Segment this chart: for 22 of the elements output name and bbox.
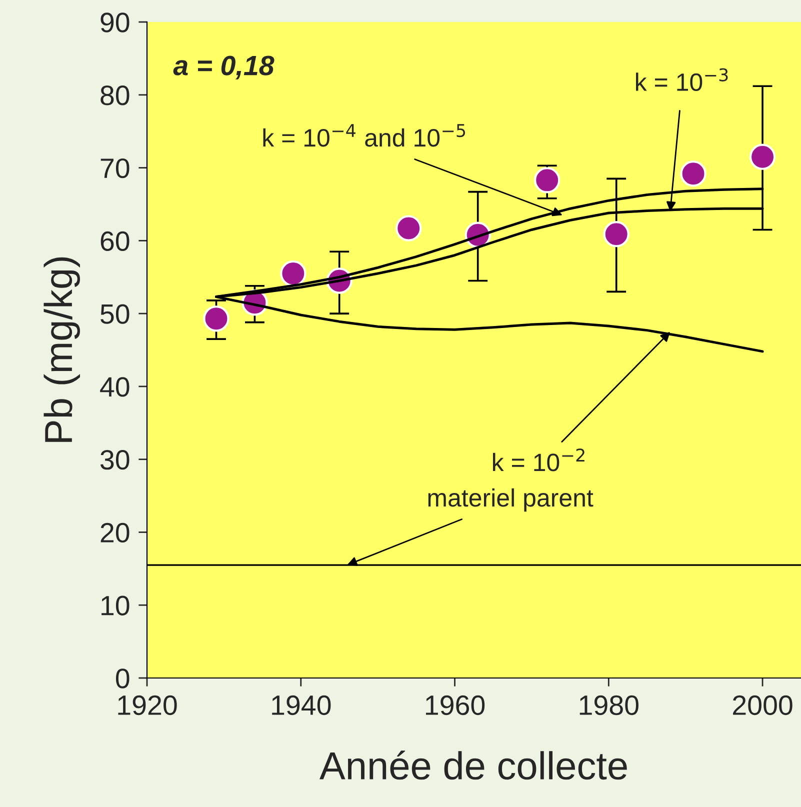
y-axis-title: Pb (mg/kg) bbox=[44, 257, 80, 442]
y-tick-label: 90 bbox=[100, 12, 130, 32]
annotation: k = 10$^{−4}$ and 10$^{−5}$ bbox=[263, 124, 466, 147]
y-tick-label: 10 bbox=[102, 596, 130, 616]
y-tick-label: 70 bbox=[100, 158, 130, 178]
annotation: k = 10$^{−3}$ bbox=[636, 68, 728, 92]
y-tick-label: 40 bbox=[100, 377, 130, 397]
y-tick-label: 80 bbox=[100, 86, 130, 106]
annotation: a = 0,18 bbox=[173, 56, 274, 80]
annotation: materiel parent bbox=[428, 488, 594, 512]
y-tick-label: 0 bbox=[116, 668, 130, 688]
y-tick-label: 30 bbox=[100, 450, 130, 470]
x-tick-label: 2000 bbox=[733, 695, 792, 716]
x-tick-label: 1940 bbox=[272, 695, 331, 716]
annotation: k = 10$^{−2}$ bbox=[493, 448, 584, 472]
x-tick-label: 1980 bbox=[580, 695, 638, 716]
y-tick-label: 60 bbox=[100, 231, 130, 252]
x-tick-label: 1920 bbox=[118, 695, 177, 716]
x-axis-title: Année de collecte bbox=[320, 750, 627, 780]
y-tick-label: 20 bbox=[100, 522, 130, 543]
y-tick-label: 50 bbox=[100, 304, 130, 324]
x-tick-label: 1960 bbox=[426, 695, 485, 716]
